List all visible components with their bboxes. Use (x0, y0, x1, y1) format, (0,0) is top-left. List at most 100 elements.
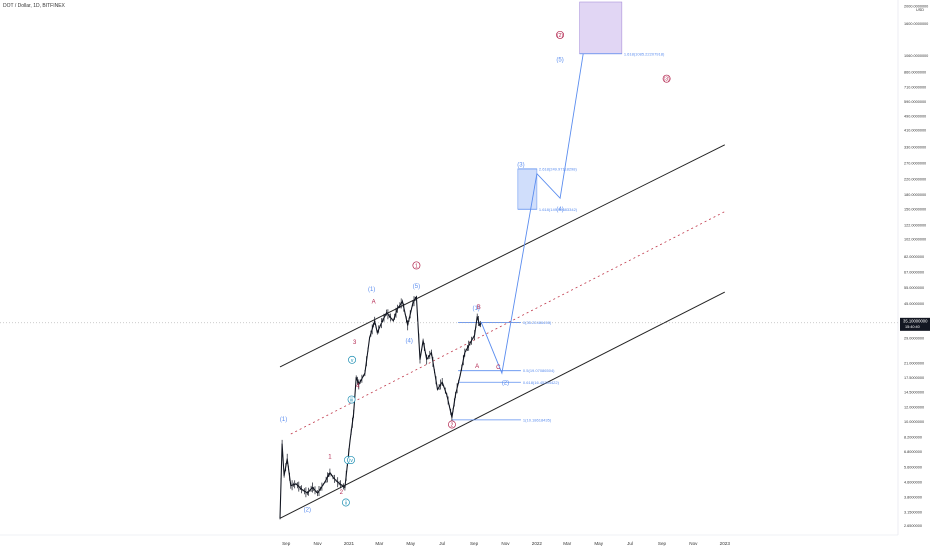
price-tick-label: 67.0000000 (904, 271, 924, 275)
sub-iii-label-ring (347, 395, 356, 404)
wave-2-new-label: (2) (502, 381, 509, 387)
time-tick-label: Nov (501, 541, 510, 546)
current-price-badge (900, 317, 930, 331)
time-tick-label: May (406, 541, 415, 546)
price-tick-label: 180.0000000 (904, 193, 926, 197)
price-tick-label: 3.1500000 (904, 510, 922, 514)
price-tick-label: 2000.0000000 (904, 4, 928, 8)
cycle-1-label-ring (412, 261, 421, 270)
time-tick-label: Nov (313, 541, 322, 546)
fib-level-label: 2.618(249.97118298) (539, 166, 578, 171)
time-tick-label: May (594, 541, 603, 546)
fib-level-label: 1.618(149.39683342) (539, 207, 578, 212)
time-tick-label: 2022 (532, 541, 543, 546)
sub-ii-label: ii (345, 501, 347, 507)
price-tick-label: 10.0000000 (904, 420, 924, 424)
wave-a-label: A (475, 364, 479, 370)
projection-layer (0, 53, 898, 375)
cycle-2-label: 2 (451, 422, 454, 428)
wave-3-label: (1) (368, 287, 375, 293)
time-tick-label: Jul (627, 541, 633, 546)
wave-2-label: (2) (304, 507, 311, 513)
price-tick-label: 590.0000000 (904, 100, 926, 104)
wave-iv-minor: 4 (356, 383, 360, 389)
time-tick-label: 2023 (720, 541, 731, 546)
sub-iv-label-ring (347, 456, 355, 465)
price-tick-label: 5.6000000 (904, 465, 922, 469)
cycle-1-label: 1 (415, 263, 418, 269)
time-tick-label: Sep (470, 541, 479, 546)
wave-c-label: C (496, 365, 501, 371)
price-tick-label: 490.0000000 (904, 115, 926, 119)
price-tick-label: 1060.0000000 (904, 54, 928, 58)
wave-ii-minor: 2 (340, 490, 344, 496)
wave-i-minor: 1 (328, 454, 332, 460)
wave-5-label: (5) (413, 284, 420, 290)
price-tick-label: 270.0000000 (904, 161, 926, 165)
price-tick-label: 29.0000000 (904, 336, 924, 340)
price-tick-label: 1600.0000000 (904, 22, 928, 26)
wave-5-new-label: (5) (556, 57, 563, 63)
time-tick-label: Jul (439, 541, 445, 546)
wave-v-minor: A (372, 300, 376, 306)
wave-3-new-label: (3) (517, 162, 524, 168)
wave-4-new-label: (4) (556, 207, 563, 213)
currency-label: USD (916, 8, 924, 12)
time-tick-label: Mar (375, 541, 383, 546)
wave-1-label: (1) (280, 417, 287, 423)
wave-4-label: (4) (406, 339, 413, 345)
price-tick-label: 4.6000000 (904, 481, 922, 485)
fib-level-label: 0.5(19.07086504) (523, 368, 555, 373)
price-tick-label: 82.0000000 (904, 255, 924, 259)
price-tick-label: 410.0000000 (904, 129, 926, 133)
price-tick-label: 8.2000000 (904, 435, 922, 439)
sub-v-label-ring (348, 355, 357, 364)
fib-level-label: 1.618(1085.22207918) (624, 51, 665, 56)
price-tick-label: 12.0000000 (904, 405, 924, 409)
price-tick-label: 122.0000000 (904, 224, 926, 228)
price-tick-label: 102.0000000 (904, 238, 926, 242)
sub-v-label: v (351, 358, 354, 364)
price-tick-label: 45.0000000 (904, 302, 924, 306)
price-tick-label: 150.0000000 (904, 207, 926, 211)
symbol-title: DOT / Dollar, 1D, BITFINEX (3, 3, 65, 9)
wave-iii-minor: 3 (353, 340, 357, 346)
fib-level-label: 0.618(16.45254422) (523, 380, 560, 385)
price-tick-label: 17.5000000 (904, 376, 924, 380)
wave-1-new-label: (1) (472, 306, 479, 312)
cycle-4-label-ring (662, 74, 671, 83)
time-axis: Sep Nov 2021 Mar May Jul Sep Nov 2022 Mar May Jul Se… (0, 534, 898, 546)
current-price-label: 35.10000000 (903, 318, 928, 323)
price-tick-label: 220.0000000 (904, 177, 926, 181)
target-zone (579, 1, 623, 55)
fib-level-label: 0(35.22486498) (523, 320, 552, 325)
channel-lower-line (279, 291, 726, 519)
cycle-3-label-ring (556, 30, 565, 39)
time-tick-label: Sep (658, 541, 667, 546)
sub-iii-label: iii (350, 398, 353, 404)
zones-layer (517, 1, 623, 210)
channel-upper-line (279, 144, 726, 368)
fib-levels-layer: 1.618(1085.22207918) 2.618(249.97118298) 1… (451, 51, 665, 422)
sub-iv-label: iv (349, 458, 353, 464)
time-tick-label: Sep (282, 541, 291, 546)
price-tick-label: 21.0000000 (904, 362, 924, 366)
price-tick-label: 330.0000000 (904, 146, 926, 150)
price-tick-label: 55.0000000 (904, 286, 924, 290)
time-tick-label: Nov (689, 541, 698, 546)
channel-mid-line (290, 211, 725, 435)
price-tick-label: 6.8000000 (904, 450, 922, 454)
countdown-label: 15:40:40 (905, 325, 920, 329)
price-tick-label: 860.0000000 (904, 71, 926, 75)
channel-layer (279, 144, 726, 519)
price-tick-label: 3.8000000 (904, 496, 922, 500)
wave-b-label: B (477, 305, 481, 311)
time-tick-label: 2021 (344, 541, 355, 546)
price-layer (279, 295, 482, 520)
price-series (279, 296, 482, 519)
price-axis-bg (898, 0, 932, 550)
projection-path (480, 53, 584, 375)
